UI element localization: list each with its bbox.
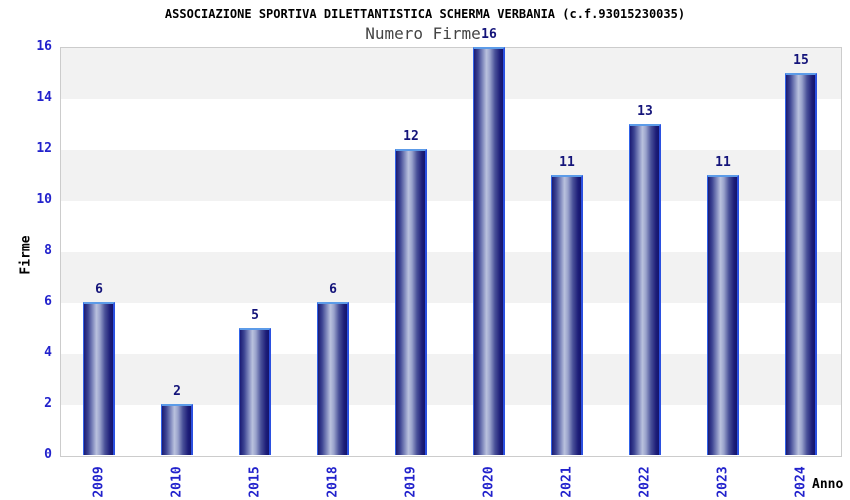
x-tick-label: 2023 — [715, 466, 731, 498]
y-tick-label: 0 — [44, 447, 52, 462]
y-tick-label: 6 — [44, 294, 52, 309]
y-tick-label: 8 — [44, 243, 52, 258]
chart-subtitle: Numero Firme — [365, 24, 481, 43]
grid-band — [61, 48, 841, 99]
grid-band — [61, 405, 841, 456]
grid-band — [61, 303, 841, 354]
grid-band — [61, 201, 841, 252]
plot-area — [60, 47, 842, 457]
x-tick-label: 2019 — [403, 466, 419, 498]
y-tick-label: 10 — [36, 192, 52, 207]
y-tick-label: 4 — [44, 345, 52, 360]
grid-band — [61, 354, 841, 405]
grid-band — [61, 99, 841, 150]
x-tick-label: 2021 — [559, 466, 575, 498]
y-tick-label: 16 — [36, 39, 52, 54]
x-tick-label: 2010 — [169, 466, 185, 498]
y-tick-label: 2 — [44, 396, 52, 411]
x-tick-label: 2009 — [91, 466, 107, 498]
chart-title: ASSOCIAZIONE SPORTIVA DILETTANTISTICA SC… — [164, 7, 686, 21]
x-tick-label: 2018 — [325, 466, 341, 498]
grid-band — [61, 252, 841, 303]
y-tick-label: 12 — [36, 141, 52, 156]
grid-band — [61, 150, 841, 201]
y-tick-label: 14 — [36, 90, 52, 105]
x-tick-label: 2015 — [247, 466, 263, 498]
x-tick-label: 2022 — [637, 466, 653, 498]
x-tick-label: 2024 — [793, 466, 809, 498]
x-tick-label: 2020 — [481, 466, 497, 498]
x-axis-title: Anno — [812, 477, 844, 492]
